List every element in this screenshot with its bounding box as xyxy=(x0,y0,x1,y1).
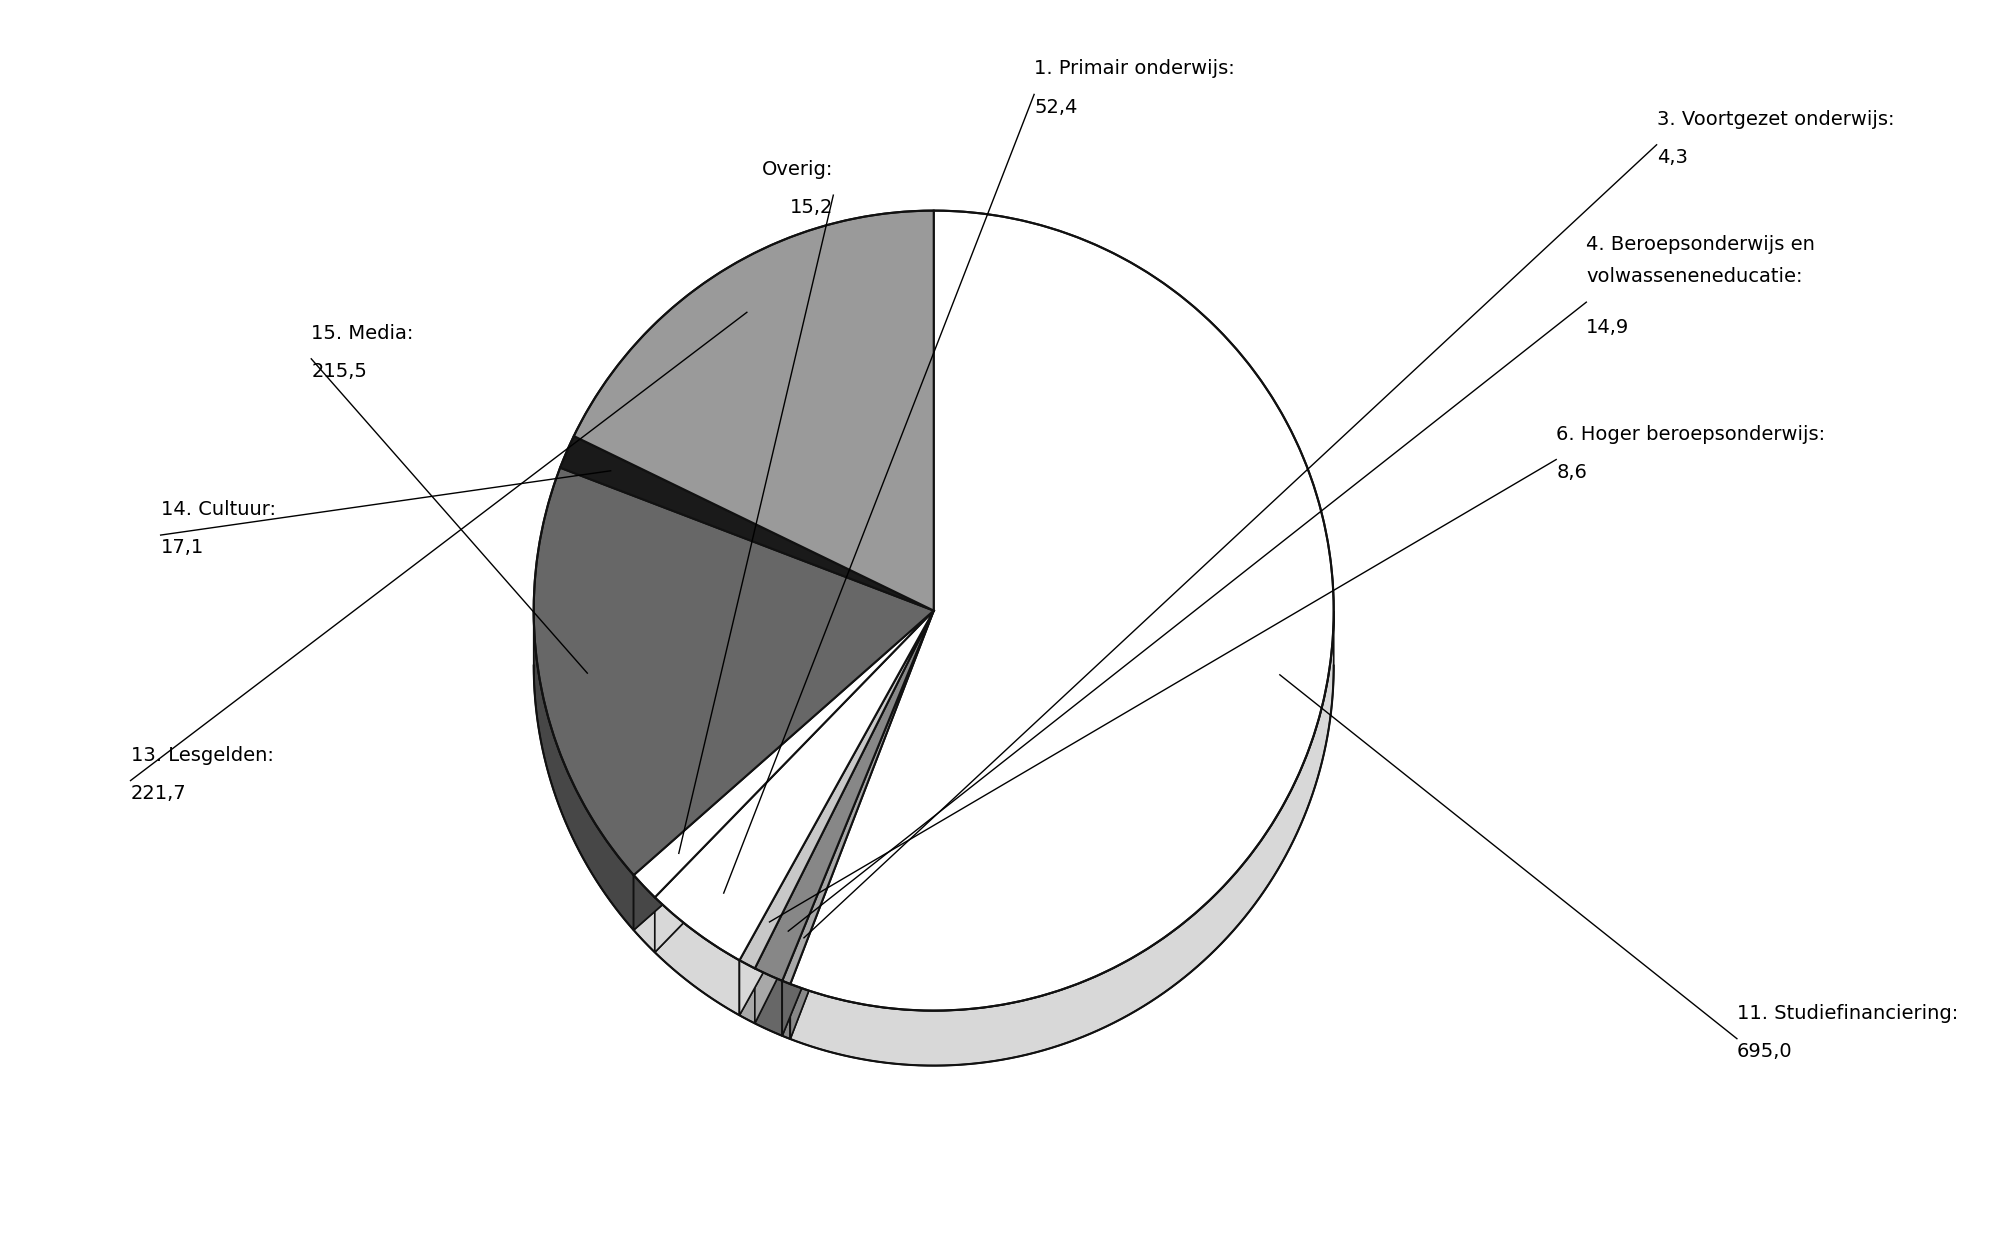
Text: 17,1: 17,1 xyxy=(161,539,205,558)
Polygon shape xyxy=(755,968,783,1036)
Polygon shape xyxy=(791,611,933,1039)
Polygon shape xyxy=(739,611,933,1015)
Polygon shape xyxy=(634,611,933,930)
Polygon shape xyxy=(783,611,933,1036)
Text: 3. Voortgezet onderwijs:: 3. Voortgezet onderwijs: xyxy=(1656,110,1893,128)
Text: volwasseneneducatie:: volwasseneneducatie: xyxy=(1586,267,1802,286)
Polygon shape xyxy=(783,611,933,985)
Text: 11. Studiefinanciering:: 11. Studiefinanciering: xyxy=(1736,1003,1957,1022)
Text: 15. Media:: 15. Media: xyxy=(311,324,413,342)
Polygon shape xyxy=(534,467,933,875)
Polygon shape xyxy=(783,611,933,1036)
Polygon shape xyxy=(791,611,1333,1065)
Text: 221,7: 221,7 xyxy=(130,784,187,803)
Text: 15,2: 15,2 xyxy=(789,199,833,218)
Text: Overig:: Overig: xyxy=(761,160,833,179)
Text: 14,9: 14,9 xyxy=(1586,319,1630,337)
Text: 4. Beroepsonderwijs en: 4. Beroepsonderwijs en xyxy=(1586,235,1814,254)
Polygon shape xyxy=(634,611,933,930)
Polygon shape xyxy=(791,210,1333,1011)
Polygon shape xyxy=(739,961,755,1024)
Text: 6. Hoger beroepsonderwijs:: 6. Hoger beroepsonderwijs: xyxy=(1555,424,1824,443)
Polygon shape xyxy=(654,611,933,952)
Polygon shape xyxy=(791,611,933,1039)
Text: 215,5: 215,5 xyxy=(311,363,367,381)
Text: 14. Cultuur:: 14. Cultuur: xyxy=(161,500,275,519)
Polygon shape xyxy=(739,611,933,1015)
Polygon shape xyxy=(654,898,739,1015)
Polygon shape xyxy=(755,611,933,1024)
Polygon shape xyxy=(534,612,634,930)
Polygon shape xyxy=(634,875,654,952)
Polygon shape xyxy=(560,436,933,611)
Polygon shape xyxy=(654,611,933,952)
Polygon shape xyxy=(783,981,791,1039)
Text: 4,3: 4,3 xyxy=(1656,149,1686,167)
Polygon shape xyxy=(755,611,933,981)
Polygon shape xyxy=(634,611,933,898)
Text: 52,4: 52,4 xyxy=(1034,98,1078,117)
Text: 8,6: 8,6 xyxy=(1555,463,1586,482)
Polygon shape xyxy=(739,611,933,968)
Polygon shape xyxy=(654,611,933,961)
Text: 695,0: 695,0 xyxy=(1736,1042,1792,1061)
Text: 13. Lesgelden:: 13. Lesgelden: xyxy=(130,745,273,764)
Polygon shape xyxy=(755,611,933,1024)
Polygon shape xyxy=(574,210,933,611)
Text: 1. Primair onderwijs:: 1. Primair onderwijs: xyxy=(1034,59,1234,78)
